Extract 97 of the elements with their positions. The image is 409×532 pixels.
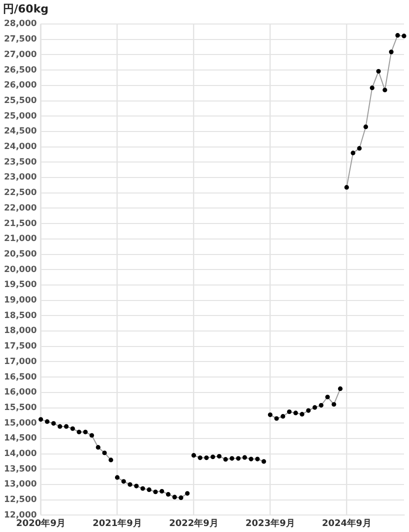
point: [318, 402, 324, 408]
x-tick-label: 2024年9月: [322, 518, 372, 529]
y-tick-label: 14,500: [4, 434, 37, 444]
point: [332, 402, 336, 407]
y-tick-label: 27,000: [4, 50, 37, 60]
point: [51, 421, 56, 426]
point: [230, 456, 234, 461]
point: [223, 457, 228, 462]
point: [96, 445, 100, 450]
y-tick-label: 21,000: [4, 234, 37, 244]
point: [363, 124, 368, 130]
point: [236, 456, 241, 461]
point: [402, 34, 406, 38]
point: [300, 412, 304, 416]
point: [325, 394, 330, 400]
point: [287, 409, 292, 414]
point: [128, 482, 132, 487]
point: [268, 412, 272, 418]
point: [134, 484, 139, 488]
y-tick-label: 23,000: [4, 172, 37, 183]
y-tick-label: 25,000: [4, 111, 37, 122]
point: [146, 487, 152, 492]
point: [178, 495, 184, 500]
y-tick-label: 27,500: [4, 34, 37, 45]
point: [210, 454, 216, 460]
x-tick-label: 2021年9月: [92, 518, 142, 529]
y-tick-label: 18,000: [4, 326, 37, 336]
point: [38, 417, 44, 422]
point: [262, 459, 266, 464]
point: [395, 33, 400, 38]
point: [293, 410, 298, 416]
y-tick-label: 15,500: [4, 402, 37, 413]
y-tick-label: 17,000: [4, 356, 37, 367]
y-tick-label: 24,500: [4, 126, 37, 137]
y-tick-label: 22,000: [4, 203, 37, 214]
y-tick-label: 18,500: [4, 310, 37, 321]
point: [121, 479, 126, 484]
x-tick-label: 2022年9月: [169, 518, 218, 529]
point: [274, 416, 279, 421]
y-tick-label: 28,000: [4, 19, 37, 30]
y-tick-label: 13,000: [4, 480, 37, 490]
x-tick-label: 2020年9月: [16, 518, 66, 529]
point: [198, 455, 202, 460]
point: [376, 68, 381, 74]
point: [382, 88, 388, 92]
point: [44, 419, 50, 424]
y-axis-title: 円/60kg: [3, 2, 49, 16]
point: [76, 430, 82, 434]
point: [102, 450, 107, 456]
point: [280, 414, 286, 419]
y-tick-label: 16,500: [4, 372, 37, 382]
y-tick-label: 19,500: [4, 280, 37, 290]
y-tick-label: 26,000: [4, 80, 37, 91]
point: [338, 386, 343, 392]
y-tick-label: 15,000: [4, 418, 37, 428]
point: [388, 50, 394, 54]
point: [58, 424, 62, 429]
y-tick-label: 26,500: [4, 65, 37, 76]
point: [255, 456, 260, 462]
y-tick-label: 14,000: [4, 449, 37, 460]
point: [370, 86, 374, 90]
y-tick-label: 17,500: [4, 342, 37, 352]
point: [350, 150, 356, 156]
y-tick-label: 12,000: [4, 510, 37, 520]
point: [242, 455, 247, 460]
y-tick-label: 16,000: [4, 388, 37, 398]
point: [191, 453, 196, 458]
y-tick-label: 12,500: [4, 495, 37, 506]
y-tick-label: 19,000: [4, 296, 37, 306]
point: [204, 455, 209, 460]
point: [83, 430, 88, 434]
point: [70, 426, 75, 431]
y-tick-label: 23,500: [4, 157, 37, 168]
point: [64, 424, 69, 429]
point: [248, 456, 254, 462]
x-tick-label: 2023年9月: [246, 518, 295, 529]
y-tick-label: 25,500: [4, 96, 37, 106]
point: [108, 458, 114, 462]
y-tick-label: 13,500: [4, 464, 37, 474]
point: [166, 492, 171, 497]
y-tick-label: 22,500: [4, 188, 37, 198]
point: [160, 488, 164, 494]
point: [312, 405, 318, 410]
y-tick-label: 24,000: [4, 142, 37, 152]
point: [153, 490, 158, 494]
point: [185, 491, 190, 496]
y-tick-label: 20,500: [4, 249, 37, 260]
point: [89, 433, 94, 438]
point: [114, 475, 120, 480]
point: [306, 408, 311, 413]
point: [357, 146, 362, 151]
y-tick-label: 20,000: [4, 264, 37, 275]
point: [344, 185, 349, 190]
point: [216, 454, 222, 459]
y-tick-label: 21,500: [4, 218, 37, 229]
point: [140, 486, 146, 491]
point: [172, 494, 177, 500]
